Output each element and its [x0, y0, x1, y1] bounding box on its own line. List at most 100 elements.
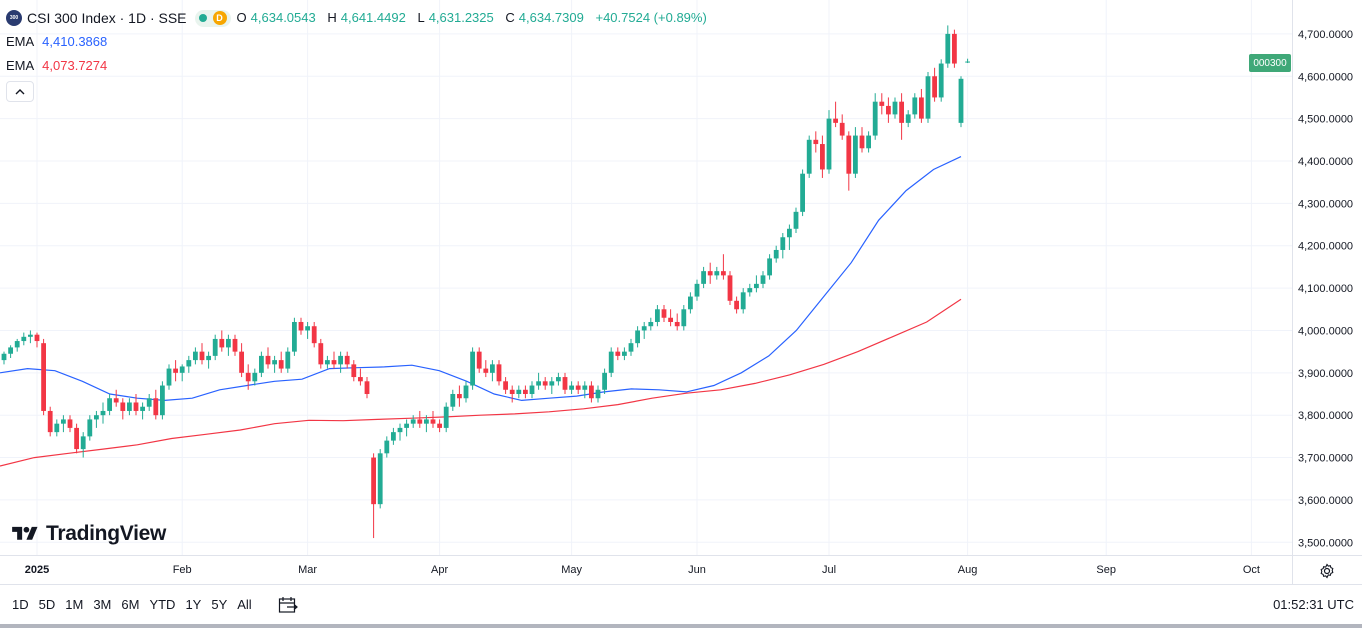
candle-body: [853, 135, 858, 174]
candle: [655, 305, 660, 327]
ema-slow-legend[interactable]: EMA 4,073.7274: [6, 56, 711, 76]
range-1d-button[interactable]: 1D: [12, 597, 29, 612]
ema-fast-legend[interactable]: EMA 4,410.3868: [6, 32, 711, 52]
range-1m-button[interactable]: 1M: [65, 597, 84, 612]
candle-body: [47, 410, 53, 433]
candle: [879, 93, 885, 115]
y-tick-label: 4,400.0000: [1298, 156, 1353, 168]
candle: [206, 351, 211, 369]
collapse-legend-button[interactable]: [6, 81, 34, 102]
candle: [958, 76, 964, 128]
candle: [919, 88, 924, 123]
candle: [938, 59, 944, 102]
range-1y-button[interactable]: 1Y: [185, 597, 202, 612]
candle: [34, 332, 40, 348]
candle: [529, 381, 535, 399]
candle: [344, 351, 350, 369]
high-value: 4,641.4492: [340, 10, 406, 25]
candle-body: [681, 309, 687, 327]
candle-body: [61, 419, 66, 424]
candle-body: [410, 419, 416, 424]
candle-body: [787, 228, 792, 238]
chart-canvas[interactable]: 3,500.0000 3,600.0000 3,700.0000 3,800.0000…: [0, 0, 1362, 584]
clock-display[interactable]: 01:52:31 UTC: [1273, 597, 1354, 612]
candle-body: [562, 377, 568, 390]
candle: [239, 343, 244, 378]
candle: [780, 233, 786, 259]
candle-body: [549, 381, 555, 386]
candle-body: [127, 402, 132, 411]
candle-body: [635, 330, 640, 344]
candle: [965, 58, 970, 64]
candle-body: [589, 385, 594, 399]
candle-body: [199, 351, 205, 361]
candle: [397, 423, 403, 441]
candle-body: [839, 122, 845, 136]
candle: [595, 385, 601, 403]
candle: [734, 296, 739, 314]
candle: [107, 394, 112, 416]
range-ytd-button[interactable]: YTD: [149, 597, 176, 612]
candle-body: [701, 271, 706, 284]
candle: [338, 351, 343, 373]
candle-body: [133, 402, 139, 411]
candle-body: [595, 389, 601, 399]
range-5d-button[interactable]: 5D: [38, 597, 56, 612]
symbol-title[interactable]: CSI 300 Index · 1D · SSE: [27, 10, 187, 26]
candle-body: [556, 377, 561, 382]
candle: [199, 343, 205, 365]
candle: [714, 266, 720, 280]
range-all-button[interactable]: All: [237, 597, 252, 612]
high-label: H: [327, 10, 337, 25]
candle-body: [470, 351, 475, 386]
candle: [476, 347, 482, 373]
candle: [47, 406, 53, 437]
x-tick-label: Jun: [688, 564, 706, 576]
candle-body: [94, 415, 99, 420]
candle: [457, 385, 462, 407]
candle-body: [457, 394, 462, 399]
candle-body: [655, 309, 660, 322]
candle-body: [305, 326, 310, 331]
candle-body: [391, 432, 396, 441]
candle: [727, 271, 733, 306]
candle-body: [872, 101, 878, 136]
candle-body: [272, 360, 277, 365]
candle-body: [892, 101, 898, 115]
candle: [94, 410, 99, 428]
range-3m-button[interactable]: 3M: [93, 597, 112, 612]
candle: [569, 381, 574, 395]
candle-body: [146, 398, 152, 407]
candle: [470, 347, 475, 390]
candle-body: [958, 78, 964, 123]
candle: [318, 338, 324, 369]
tradingview-logo[interactable]: TradingView: [8, 522, 166, 546]
candle: [622, 347, 627, 361]
candle-body: [331, 360, 337, 365]
candle-body: [912, 97, 918, 115]
low-value: 4,631.2325: [428, 10, 494, 25]
range-5y-button[interactable]: 5Y: [211, 597, 228, 612]
candle: [21, 332, 27, 346]
go-to-date-button[interactable]: [277, 595, 299, 615]
range-6m-button[interactable]: 6M: [121, 597, 140, 612]
candle: [140, 402, 145, 420]
y-tick-label: 3,900.0000: [1298, 368, 1353, 380]
candle-body: [773, 249, 779, 259]
y-tick-label: 3,800.0000: [1298, 410, 1353, 422]
bottom-toolbar: 1D 5D 1M 3M 6M YTD 1Y 5Y All 01:52:31 UT…: [0, 584, 1362, 624]
candle-body: [879, 101, 885, 106]
candle-body: [28, 334, 33, 337]
market-status-pill[interactable]: D: [194, 9, 231, 27]
candle: [589, 381, 594, 403]
market-open-dot-icon: [198, 14, 207, 22]
candle: [173, 360, 178, 382]
axis-settings-button[interactable]: [1316, 560, 1338, 582]
candle: [67, 415, 73, 433]
candle-body: [641, 326, 647, 331]
candle-body: [905, 114, 911, 123]
y-tick-label: 3,700.0000: [1298, 453, 1353, 465]
candle: [371, 453, 376, 539]
candle-body: [377, 453, 383, 505]
candle: [760, 271, 766, 289]
